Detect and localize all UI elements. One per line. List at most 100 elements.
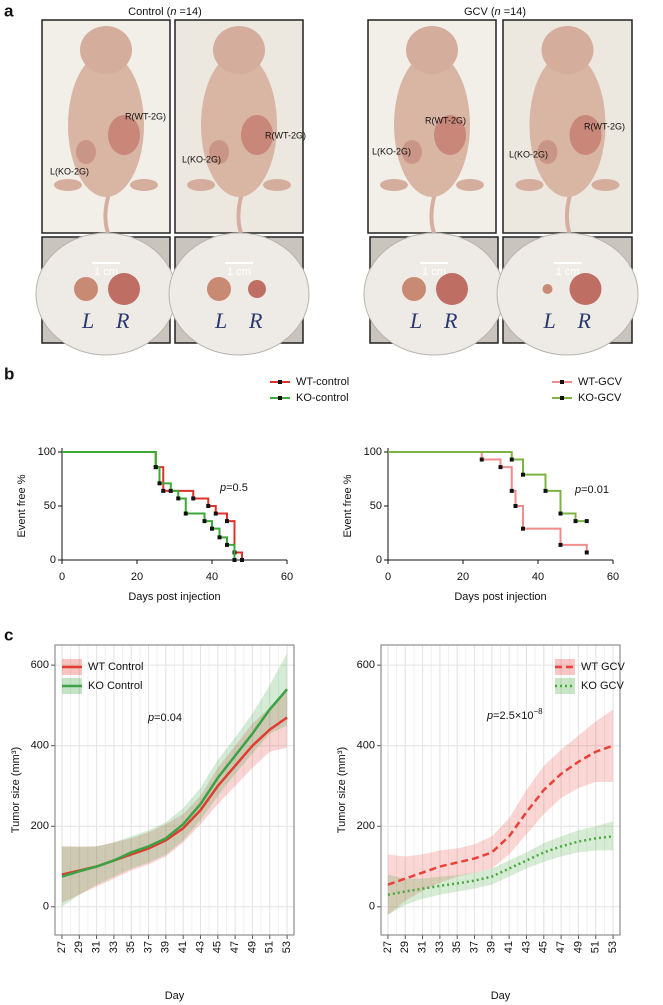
text-part: p bbox=[574, 484, 581, 496]
y-tick-label: 0 bbox=[376, 554, 382, 566]
x-tick-label: 43 bbox=[520, 941, 532, 953]
plot-frame bbox=[54, 644, 295, 936]
text-part: =0.5 bbox=[226, 482, 248, 494]
tumor bbox=[402, 140, 422, 164]
y-tick-label: 200 bbox=[357, 820, 375, 832]
dish-letter: L bbox=[214, 308, 227, 333]
tumor bbox=[569, 273, 602, 305]
x-tick-label: 53 bbox=[607, 941, 619, 953]
censor-mark bbox=[513, 504, 518, 508]
x-axis-label: Days post injection bbox=[454, 591, 546, 603]
censor-mark bbox=[509, 488, 514, 493]
petri-dish bbox=[35, 232, 177, 356]
scale-label: 1 cm bbox=[422, 266, 446, 278]
censor-mark bbox=[161, 488, 166, 493]
x-tick-label: 53 bbox=[281, 941, 293, 953]
x-tick-label: 45 bbox=[212, 941, 224, 953]
photo-label: R(WT-2G) bbox=[584, 121, 625, 131]
tumor bbox=[248, 280, 266, 298]
mouse-leg bbox=[456, 179, 484, 191]
trend-line bbox=[387, 835, 614, 896]
legend-marker bbox=[560, 396, 564, 400]
censor-mark bbox=[573, 519, 578, 524]
photo-label: R(WT-2G) bbox=[265, 130, 306, 140]
tumor bbox=[241, 115, 273, 155]
y-tick-label: 600 bbox=[31, 659, 49, 671]
censor-mark bbox=[183, 511, 188, 516]
censor-mark bbox=[225, 519, 229, 524]
tumor bbox=[436, 273, 468, 305]
x-tick-label: 0 bbox=[59, 571, 65, 583]
legend-label: KO GCV bbox=[581, 680, 624, 692]
text-part: =2.5×10 bbox=[493, 710, 533, 722]
y-tick-label: 100 bbox=[364, 446, 382, 458]
tumor bbox=[542, 284, 553, 294]
legend-label: KO-control bbox=[296, 392, 349, 404]
text-part: n bbox=[170, 6, 176, 18]
scale-label: 1 cm bbox=[556, 266, 580, 278]
x-axis-label: Day bbox=[165, 990, 185, 1002]
x-tick-label: 39 bbox=[486, 941, 498, 953]
censor-mark bbox=[206, 504, 211, 508]
text-part: p bbox=[147, 712, 154, 724]
x-tick-label: 29 bbox=[399, 941, 411, 953]
confidence-band bbox=[61, 653, 288, 907]
x-tick-label: 45 bbox=[538, 941, 550, 953]
x-tick-label: 33 bbox=[108, 941, 120, 953]
photo-label: L(KO-2G) bbox=[509, 149, 548, 159]
dish-letter: R bbox=[115, 308, 130, 333]
censor-mark bbox=[191, 496, 196, 501]
x-tick-label: 60 bbox=[607, 571, 619, 583]
x-axis-label: Days post injection bbox=[128, 591, 220, 603]
tumor bbox=[537, 140, 558, 164]
mouse-leg bbox=[187, 179, 215, 191]
x-tick-label: 60 bbox=[281, 571, 293, 583]
mouse-leg bbox=[263, 179, 291, 191]
censor-mark bbox=[479, 457, 484, 462]
x-tick-label: 49 bbox=[246, 941, 258, 953]
petri-dish bbox=[168, 232, 310, 356]
mouse-leg bbox=[380, 179, 408, 191]
panel-label: b bbox=[4, 364, 14, 383]
petri-dish bbox=[496, 232, 639, 356]
mouse-leg bbox=[515, 179, 544, 191]
mouse-head bbox=[541, 26, 594, 74]
scale-label: 1 cm bbox=[227, 266, 251, 278]
legend-swatch bbox=[555, 659, 575, 675]
mouse-head bbox=[406, 26, 458, 74]
y-axis-label: Tumor size (mm³) bbox=[10, 747, 22, 833]
x-tick-label: 20 bbox=[131, 571, 143, 583]
y-tick-label: 50 bbox=[370, 500, 382, 512]
censor-mark bbox=[498, 465, 503, 470]
photo-label: R(WT-2G) bbox=[425, 115, 466, 125]
mouse-leg bbox=[591, 179, 620, 191]
x-axis-label: Day bbox=[491, 990, 511, 1002]
text-part: −8 bbox=[534, 707, 544, 716]
censor-mark bbox=[521, 472, 525, 477]
dish-letter: R bbox=[577, 308, 592, 333]
p-value: p=2.5×10−8 bbox=[486, 707, 543, 722]
survival-curve bbox=[388, 451, 588, 553]
censor-mark bbox=[210, 526, 214, 531]
mouse-leg bbox=[130, 179, 158, 191]
censor-mark bbox=[584, 550, 589, 555]
censor-mark bbox=[521, 526, 525, 531]
censor-mark bbox=[509, 457, 514, 462]
text-part: p bbox=[219, 482, 226, 494]
censor-mark bbox=[213, 511, 218, 516]
legend-label: KO Control bbox=[88, 680, 142, 692]
y-tick-label: 400 bbox=[31, 740, 49, 752]
censor-mark bbox=[176, 496, 181, 501]
censor-mark bbox=[202, 519, 207, 524]
x-tick-label: 35 bbox=[451, 941, 463, 953]
plot-frame bbox=[380, 644, 621, 936]
petri-dish bbox=[363, 232, 505, 356]
x-tick-label: 47 bbox=[555, 941, 567, 953]
y-tick-label: 50 bbox=[44, 500, 56, 512]
photo-label: L(KO-2G) bbox=[50, 166, 89, 176]
group-title: Control (n =14) bbox=[128, 6, 202, 18]
p-value: p=0.01 bbox=[574, 484, 609, 496]
legend-label: WT GCV bbox=[581, 661, 625, 673]
group-title: GCV (n =14) bbox=[464, 6, 526, 18]
trend-line bbox=[387, 744, 614, 886]
